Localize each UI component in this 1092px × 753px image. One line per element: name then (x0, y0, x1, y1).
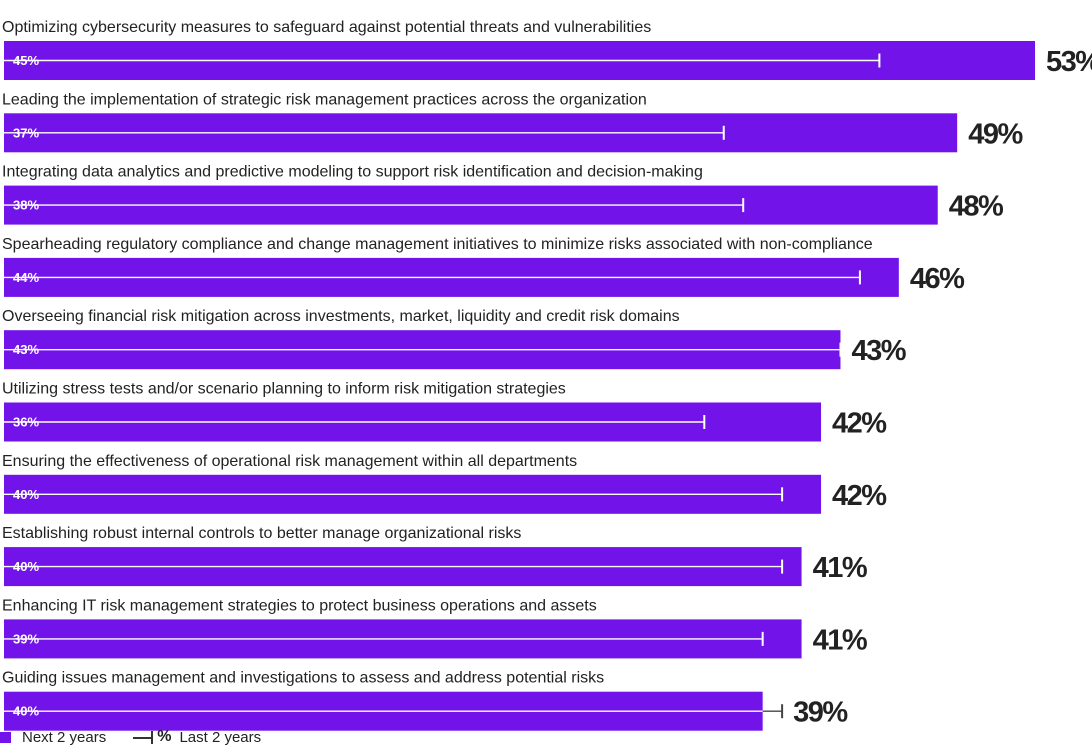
category-label-5: Overseeing financial risk mitigation acr… (2, 308, 680, 325)
last-2-years-label-8: 40% (13, 559, 39, 574)
next-2-years-value-5: 43% (851, 335, 906, 367)
last-2-years-label-9: 39% (13, 631, 39, 646)
category-label-8: Establishing robust internal controls to… (2, 525, 521, 542)
legend-label-next: Next 2 years (22, 728, 107, 746)
last-2-years-label-6: 36% (13, 415, 39, 430)
last-2-years-label-1: 45% (13, 53, 39, 68)
legend-label-last: Last 2 years (179, 728, 262, 746)
category-label-9: Enhancing IT risk management strategies … (2, 597, 597, 614)
legend-pct-symbol: % (157, 728, 172, 745)
category-label-1: Optimizing cybersecurity measures to saf… (2, 19, 651, 36)
next-2-years-value-3: 48% (949, 191, 1004, 223)
legend: Next 2 years % Last 2 years (0, 726, 261, 748)
legend-item-last: % Last 2 years (106, 728, 261, 746)
next-2-years-value-9: 41% (813, 624, 868, 656)
next-2-years-value-2: 49% (968, 118, 1023, 150)
category-label-10: Guiding issues management and investigat… (2, 670, 604, 687)
next-2-years-value-4: 46% (910, 263, 965, 295)
last-2-years-label-2: 37% (13, 125, 39, 140)
category-label-7: Ensuring the effectiveness of operationa… (2, 453, 577, 470)
category-label-3: Integrating data analytics and predictiv… (2, 164, 703, 181)
next-2-years-value-7: 42% (832, 480, 887, 512)
last-2-years-label-10: 40% (13, 704, 39, 719)
next-2-years-value-1: 53% (1046, 46, 1092, 78)
next-2-years-value-10: 39% (793, 697, 848, 729)
category-label-4: Spearheading regulatory compliance and c… (2, 236, 873, 253)
legend-item-next: Next 2 years (0, 729, 106, 746)
category-label-2: Leading the implementation of strategic … (2, 91, 647, 108)
next-2-years-value-8: 41% (813, 552, 868, 584)
last-2-years-label-5: 43% (13, 342, 39, 357)
category-label-6: Utilizing stress tests and/or scenario p… (2, 381, 566, 398)
next-2-years-value-6: 42% (832, 408, 887, 440)
last-2-years-label-3: 38% (13, 198, 39, 213)
last-2-years-label-7: 40% (13, 487, 39, 502)
legend-marker-last (133, 730, 154, 744)
last-2-years-label-4: 44% (13, 270, 39, 285)
legend-swatch-next (0, 731, 11, 743)
